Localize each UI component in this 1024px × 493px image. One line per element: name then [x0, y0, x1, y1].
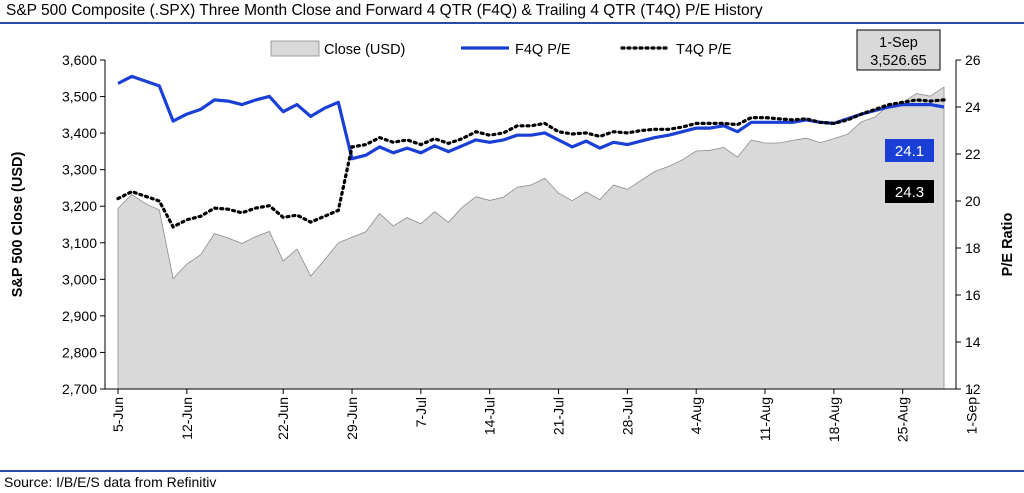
right-tick-label: 22 — [965, 146, 981, 162]
left-tick-label: 3,600 — [62, 52, 97, 68]
left-tick-label: 2,900 — [62, 308, 97, 324]
right-tick-label: 16 — [965, 287, 981, 303]
left-tick-label: 3,100 — [62, 235, 97, 251]
x-tick-label: 28-Jul — [619, 397, 635, 435]
x-tick-label: 7-Jul — [413, 397, 429, 427]
legend-label-t4q: T4Q P/E — [676, 42, 732, 58]
right-tick-label: 20 — [965, 193, 981, 209]
left-tick-label: 2,800 — [62, 344, 97, 360]
right-tick-label: 24 — [965, 99, 981, 115]
x-tick-label: 25-Aug — [895, 397, 911, 442]
x-tick-label: 22-Jun — [275, 397, 291, 440]
x-tick-label: 11-Aug — [757, 397, 773, 441]
t4q-value-label-box — [885, 180, 934, 203]
top-divider — [0, 22, 1024, 24]
left-tick-label: 3,200 — [62, 198, 97, 214]
bottom-divider — [0, 470, 1024, 472]
plot-area — [116, 74, 946, 390]
x-tick-label: 1-Sep — [964, 397, 980, 435]
date-callout-value: 3,526.65 — [870, 53, 926, 69]
t4q-value-label: 24.3 — [895, 184, 924, 201]
x-tick-label: 14-Jul — [482, 397, 498, 435]
x-tick-label: 21-Jul — [551, 397, 567, 435]
axes: 2,700 2,800 2,900 3,000 3,100 3,200 3,300 3,400… — [10, 52, 1016, 442]
chart-svg: 2,700 2,800 2,900 3,000 3,100 3,200 3,300 3,400… — [10, 29, 1016, 442]
f4q-value-label-box — [885, 139, 934, 162]
legend-label-f4q: F4Q P/E — [515, 42, 571, 58]
t4q-pe-line — [116, 98, 946, 230]
legend-swatch-close — [270, 40, 320, 57]
legend-label-close: Close (USD) — [324, 42, 405, 58]
left-tick-label: 3,400 — [62, 125, 97, 141]
right-tick-label: 12 — [965, 381, 981, 397]
left-tick-label: 3,300 — [62, 162, 97, 178]
x-tick-label: 29-Jun — [344, 397, 360, 440]
left-tick-label: 2,700 — [62, 381, 97, 397]
right-tick-label: 26 — [965, 52, 981, 68]
x-tick-label: 12-Jun — [179, 397, 195, 440]
right-tick-label: 18 — [965, 240, 981, 256]
f4q-value-label: 24.1 — [895, 143, 924, 160]
f4q-pe-line — [117, 74, 945, 161]
date-callout-box — [856, 29, 941, 71]
x-tick-label: 4-Aug — [688, 397, 704, 434]
left-axis-title: S&P 500 Close (USD) — [10, 152, 26, 298]
close-area-series — [117, 86, 945, 390]
right-tick-label: 14 — [965, 334, 981, 350]
chart-title: S&P 500 Composite (.SPX) Three Month Clo… — [6, 2, 763, 19]
x-tick-label: 5-Jun — [110, 397, 126, 432]
left-tick-label: 3,000 — [62, 271, 97, 287]
annotations: 1-Sep 3,526.65 24.1 24.3 — [856, 29, 941, 203]
x-tick-label: 18-Aug — [826, 397, 842, 442]
right-axis-title: P/E Ratio — [1000, 213, 1016, 277]
left-tick-label: 3,500 — [62, 89, 97, 105]
legend: Close (USD) F4Q P/E T4Q P/E — [270, 40, 732, 58]
date-callout-date: 1-Sep — [879, 35, 918, 51]
source-note: Source: I/B/E/S data from Refinitiv — [4, 474, 217, 490]
